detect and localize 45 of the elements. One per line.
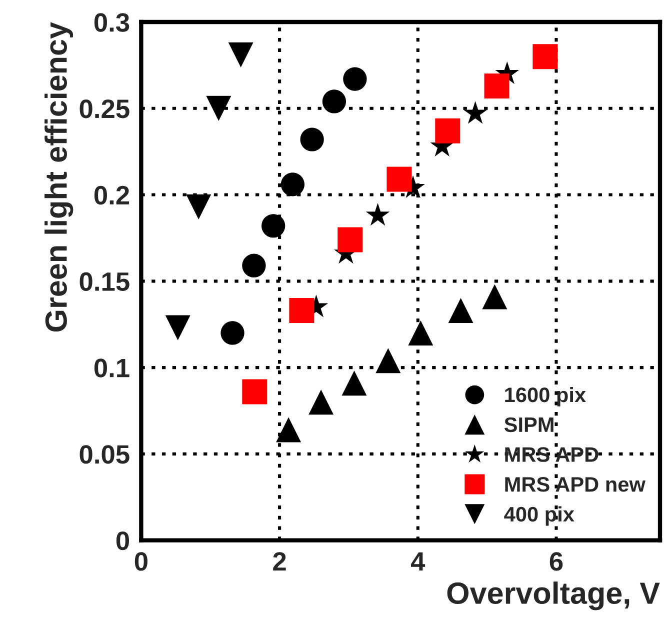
point bbox=[376, 348, 401, 374]
legend-label: 1600 pix bbox=[505, 386, 586, 406]
y-tick-label: 0.3 bbox=[94, 13, 130, 32]
point bbox=[262, 214, 286, 238]
point bbox=[343, 67, 367, 91]
y-tick-label: 0.15 bbox=[80, 272, 130, 291]
legend-label: 400 pix bbox=[504, 506, 574, 526]
point bbox=[448, 298, 474, 324]
point bbox=[366, 203, 390, 226]
x-tick-label: 2 bbox=[273, 552, 286, 571]
point bbox=[463, 101, 488, 124]
x-tick-label: 0 bbox=[134, 552, 148, 571]
point bbox=[482, 284, 508, 310]
point bbox=[484, 73, 510, 98]
point bbox=[532, 44, 558, 70]
point bbox=[322, 90, 346, 114]
point bbox=[165, 315, 190, 340]
point bbox=[308, 390, 334, 415]
legend-label: MRS APD bbox=[505, 447, 598, 462]
x-tick-label: 6 bbox=[550, 552, 563, 571]
point bbox=[300, 128, 324, 152]
y-tick-label: 0.25 bbox=[80, 100, 130, 118]
point bbox=[338, 227, 363, 252]
point bbox=[289, 298, 314, 324]
point bbox=[280, 172, 304, 196]
point bbox=[228, 42, 254, 68]
legend-label: MRS APD new bbox=[505, 477, 646, 492]
x-axis-title: Overvoltage, V bbox=[447, 582, 660, 610]
y-tick-label: 0.05 bbox=[80, 445, 130, 464]
y-axis-title: Green light efficiency bbox=[44, 22, 74, 332]
point bbox=[186, 194, 212, 220]
point bbox=[242, 379, 268, 404]
point bbox=[276, 417, 302, 442]
x-tick-label: 4 bbox=[410, 552, 426, 571]
y-tick-label: 0 bbox=[116, 531, 129, 550]
y-tick-label: 0.1 bbox=[94, 358, 130, 378]
point bbox=[386, 166, 412, 192]
point bbox=[408, 320, 434, 346]
y-tick-label: 0.2 bbox=[94, 186, 130, 205]
point bbox=[342, 370, 367, 396]
point bbox=[242, 254, 266, 278]
point bbox=[206, 96, 232, 121]
point bbox=[435, 118, 460, 144]
legend-label: SIPM bbox=[504, 417, 554, 432]
point bbox=[220, 321, 244, 345]
